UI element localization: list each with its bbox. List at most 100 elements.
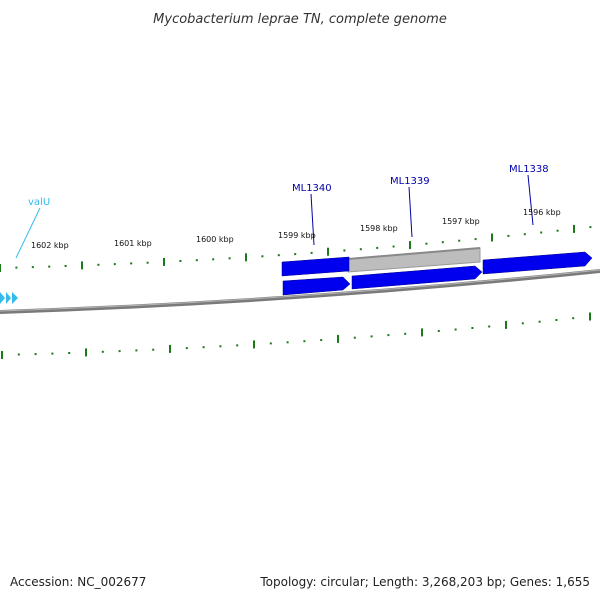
- outer-minor-tick: [376, 246, 379, 249]
- gene-ml1339-arrow[interactable]: [351, 265, 483, 290]
- inner-minor-tick: [269, 342, 272, 345]
- gene-ml1340-arrow[interactable]: [282, 276, 351, 296]
- genome-backbone: [0, 269, 600, 314]
- kbp-label-1602: 1602 kbp: [31, 241, 69, 250]
- inner-minor-tick: [185, 347, 188, 350]
- outer-minor-tick: [556, 229, 559, 232]
- inner-minor-tick: [286, 341, 289, 344]
- gene-leaders: [15, 174, 534, 259]
- inner-major-tick: [589, 312, 591, 321]
- outer-minor-tick: [540, 231, 543, 234]
- map-title: Mycobacterium leprae TN, complete genome: [153, 12, 447, 27]
- inner-minor-tick: [17, 353, 20, 356]
- inner-minor-tick: [538, 320, 541, 323]
- inner-major-tick: [1, 351, 3, 359]
- gene-label-valu[interactable]: valU: [28, 197, 50, 208]
- inner-major-tick: [253, 340, 255, 349]
- trna-arrow-2: [6, 292, 11, 304]
- trna-arrow-3: [12, 292, 18, 304]
- scale-labels: 1602 kbp 1601 kbp 1600 kbp 1599 kbp 1598…: [31, 208, 561, 250]
- outer-minor-tick: [113, 263, 116, 266]
- kbp-label-1600: 1600 kbp: [196, 235, 234, 244]
- kbp-label-1597: 1597 kbp: [442, 217, 480, 226]
- inner-minor-tick: [68, 352, 71, 354]
- kbp-label-1601: 1601 kbp: [114, 239, 152, 248]
- inner-minor-tick: [34, 353, 37, 356]
- outer-minor-tick: [48, 265, 51, 268]
- inner-major-tick: [169, 344, 171, 353]
- outer-minor-tick: [441, 241, 444, 244]
- outer-major-tick: [573, 224, 575, 233]
- inner-minor-tick: [135, 349, 138, 352]
- outer-minor-tick: [97, 263, 100, 266]
- inner-minor-tick: [387, 334, 390, 337]
- outer-minor-tick: [294, 253, 297, 256]
- inner-minor-tick: [320, 339, 323, 342]
- outer-minor-tick: [228, 257, 231, 260]
- inner-minor-tick: [202, 346, 205, 349]
- inner-major-tick: [85, 348, 87, 357]
- gene-ml1338-block[interactable]: [482, 251, 593, 275]
- inner-major-tick: [421, 328, 423, 337]
- inner-minor-tick: [118, 350, 121, 353]
- kbp-label-1599: 1599 kbp: [278, 231, 316, 240]
- outer-major-tick: [245, 253, 247, 262]
- ml1340-leader: [310, 193, 315, 246]
- outer-minor-tick: [359, 248, 362, 251]
- gene-label-ml1339[interactable]: ML1339: [390, 176, 430, 187]
- outer-minor-tick: [523, 233, 526, 236]
- outer-minor-tick: [179, 260, 182, 262]
- inner-minor-tick: [488, 325, 491, 328]
- outer-major-tick: [81, 261, 83, 270]
- grey-feature-edge: [347, 247, 481, 260]
- gene-label-ml1338[interactable]: ML1338: [509, 164, 549, 175]
- genome-backbone-highlight: [0, 269, 600, 312]
- outer-minor-tick: [343, 249, 346, 252]
- outer-minor-tick: [458, 239, 461, 242]
- outer-minor-tick: [589, 226, 592, 229]
- gene-label-ml1340[interactable]: ML1340: [292, 183, 332, 194]
- outer-minor-tick: [425, 242, 428, 245]
- valu-leader: [15, 207, 41, 259]
- inner-tick-ring: [1, 312, 591, 359]
- outer-minor-tick: [392, 245, 395, 248]
- inner-major-tick: [337, 334, 339, 343]
- trna-valu-arrows[interactable]: [0, 292, 18, 304]
- inner-minor-tick: [236, 344, 239, 347]
- outer-minor-tick: [310, 251, 313, 254]
- outer-minor-tick: [474, 238, 477, 241]
- inner-minor-tick: [437, 330, 440, 332]
- outer-major-tick: [327, 247, 329, 256]
- outer-major-tick: [409, 241, 411, 250]
- outer-minor-tick: [64, 265, 67, 267]
- inner-minor-tick: [454, 328, 457, 331]
- outer-minor-tick: [212, 258, 215, 261]
- inner-minor-tick: [521, 322, 524, 325]
- inner-minor-tick: [404, 332, 407, 335]
- outer-tick-ring: [0, 224, 592, 272]
- inner-minor-tick: [353, 336, 356, 339]
- trna-arrow-1: [0, 292, 5, 304]
- inner-minor-tick: [303, 340, 306, 343]
- inner-minor-tick: [370, 335, 373, 338]
- outer-minor-tick: [130, 262, 133, 265]
- outer-major-tick: [0, 264, 1, 272]
- summary-text: Topology: circular; Length: 3,268,203 bp…: [259, 575, 590, 589]
- outer-minor-tick: [507, 234, 510, 237]
- inner-minor-tick: [51, 352, 54, 355]
- inner-minor-tick: [101, 350, 104, 353]
- accession-text: Accession: NC_002677: [10, 575, 146, 589]
- gene-labels: valU ML1340 ML1339 ML1338: [28, 164, 549, 208]
- outer-minor-tick: [277, 254, 280, 257]
- ml1339-leader: [408, 186, 413, 238]
- kbp-label-1598: 1598 kbp: [360, 224, 398, 233]
- outer-minor-tick: [15, 266, 18, 269]
- gene-ml1340-upper[interactable]: [281, 256, 350, 277]
- outer-minor-tick: [261, 255, 264, 258]
- outer-major-tick: [163, 257, 165, 266]
- outer-major-tick: [491, 233, 493, 242]
- outer-minor-tick: [31, 266, 34, 269]
- inner-minor-tick: [555, 319, 558, 321]
- kbp-label-1596: 1596 kbp: [523, 208, 561, 217]
